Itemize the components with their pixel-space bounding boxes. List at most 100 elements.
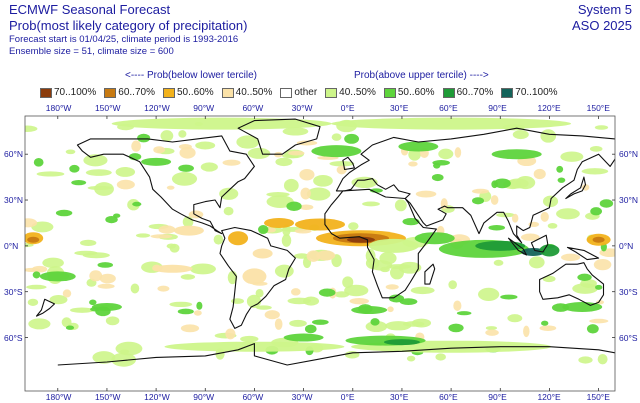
probability-patch [399, 298, 418, 306]
probability-patch [541, 320, 549, 326]
probability-patch [69, 164, 80, 173]
coastline-borneo [530, 234, 549, 253]
probability-patch [331, 133, 342, 141]
probability-patch [166, 185, 175, 190]
probability-patch [274, 318, 283, 330]
coastline-japan [565, 176, 587, 200]
probability-patch [398, 141, 439, 152]
probability-patch [471, 188, 490, 194]
probability-patches [25, 117, 615, 367]
lon-label: 120°W [144, 103, 170, 113]
legend-item: 50..60% [162, 87, 214, 98]
probability-patch [589, 145, 603, 152]
legend-swatch [104, 87, 117, 98]
probability-patch [266, 192, 290, 197]
probability-patch [113, 213, 121, 218]
probability-patch [173, 225, 204, 236]
probability-patch [252, 248, 273, 259]
coastline-australia-wrap [0, 263, 14, 306]
lon-label: 30°W [291, 103, 313, 113]
probability-patch [306, 187, 331, 201]
probability-patch [195, 141, 216, 150]
coastline-eurasia-africa [335, 127, 615, 244]
probability-patch [111, 352, 137, 367]
lat-label: 60°S [619, 332, 638, 343]
probability-patch [394, 199, 407, 212]
probability-patch [89, 270, 103, 282]
lon-label: 30°W [291, 392, 313, 402]
probability-patch [225, 328, 236, 340]
probability-patch [493, 178, 511, 189]
probability-patch [179, 146, 196, 159]
probability-patch [158, 225, 176, 234]
probability-patch [247, 147, 271, 159]
probability-patch [533, 168, 546, 180]
legend-item: 60..70% [104, 87, 155, 98]
probability-patch [25, 125, 38, 132]
lon-label: 120°E [537, 103, 561, 113]
legend-item: 70..100% [501, 87, 558, 98]
probability-patch [410, 286, 435, 295]
probability-patch [74, 250, 98, 256]
probability-patch [590, 207, 603, 216]
probability-patch [493, 259, 504, 266]
legend-below-heading: <---- Prob(below lower tercile) [125, 70, 257, 81]
coastline-new-zealand-wrap [35, 298, 56, 317]
probability-patch [387, 306, 394, 313]
lon-label: 60°E [439, 103, 458, 113]
probability-patch [561, 253, 581, 262]
legend-swatch [280, 87, 293, 98]
lon-label: 90°E [488, 103, 507, 113]
coastlines [0, 118, 615, 366]
probability-patch [433, 162, 441, 169]
probability-patch [283, 178, 299, 193]
probability-patch [592, 236, 605, 243]
legend-above-heading: Prob(above upper tercile) ----> [354, 70, 489, 81]
probability-patch [240, 335, 259, 343]
probability-patch [196, 301, 203, 310]
lon-label: 90°W [193, 103, 215, 113]
probability-patch [178, 164, 194, 172]
probability-patch [213, 234, 224, 245]
title-block: ECMWF Seasonal Forecast Prob(most likely… [9, 2, 247, 58]
probability-patch [379, 251, 397, 265]
probability-patch [119, 349, 130, 354]
lon-label: 180°W [45, 103, 72, 113]
probability-patch [287, 297, 312, 305]
probability-patch [39, 271, 76, 282]
probability-patch [116, 179, 135, 190]
probability-patch [289, 319, 307, 327]
probability-patch [97, 262, 114, 268]
probability-patch [344, 350, 360, 359]
probability-patch [228, 231, 249, 246]
probability-patch [36, 171, 65, 177]
probability-patch [402, 218, 420, 226]
probability-patch [599, 199, 614, 208]
probability-patch [435, 353, 446, 361]
lon-label: 0°E [340, 392, 355, 402]
probability-patch [456, 311, 472, 316]
probability-patch [415, 190, 437, 198]
probability-patch [264, 217, 295, 228]
lon-label: 0°E [340, 103, 355, 113]
probability-patch [556, 165, 564, 173]
probability-patch [189, 263, 216, 275]
probability-patch [406, 355, 416, 362]
probability-patch [219, 187, 239, 200]
lon-label: 150°W [94, 103, 121, 113]
probability-patch [344, 284, 369, 297]
lat-label: 60°N [4, 149, 23, 160]
coastline-north-america [76, 135, 255, 235]
probability-patch [368, 238, 419, 253]
probability-patch [105, 316, 120, 326]
probability-patch [160, 130, 174, 142]
probability-patch [380, 266, 390, 273]
probability-patch [478, 287, 500, 301]
lon-label: 30°E [389, 392, 409, 402]
probability-patch [485, 329, 499, 336]
probability-patch [255, 305, 272, 310]
probability-patch [137, 133, 151, 143]
probability-patch [512, 130, 529, 140]
probability-patch [33, 158, 44, 167]
